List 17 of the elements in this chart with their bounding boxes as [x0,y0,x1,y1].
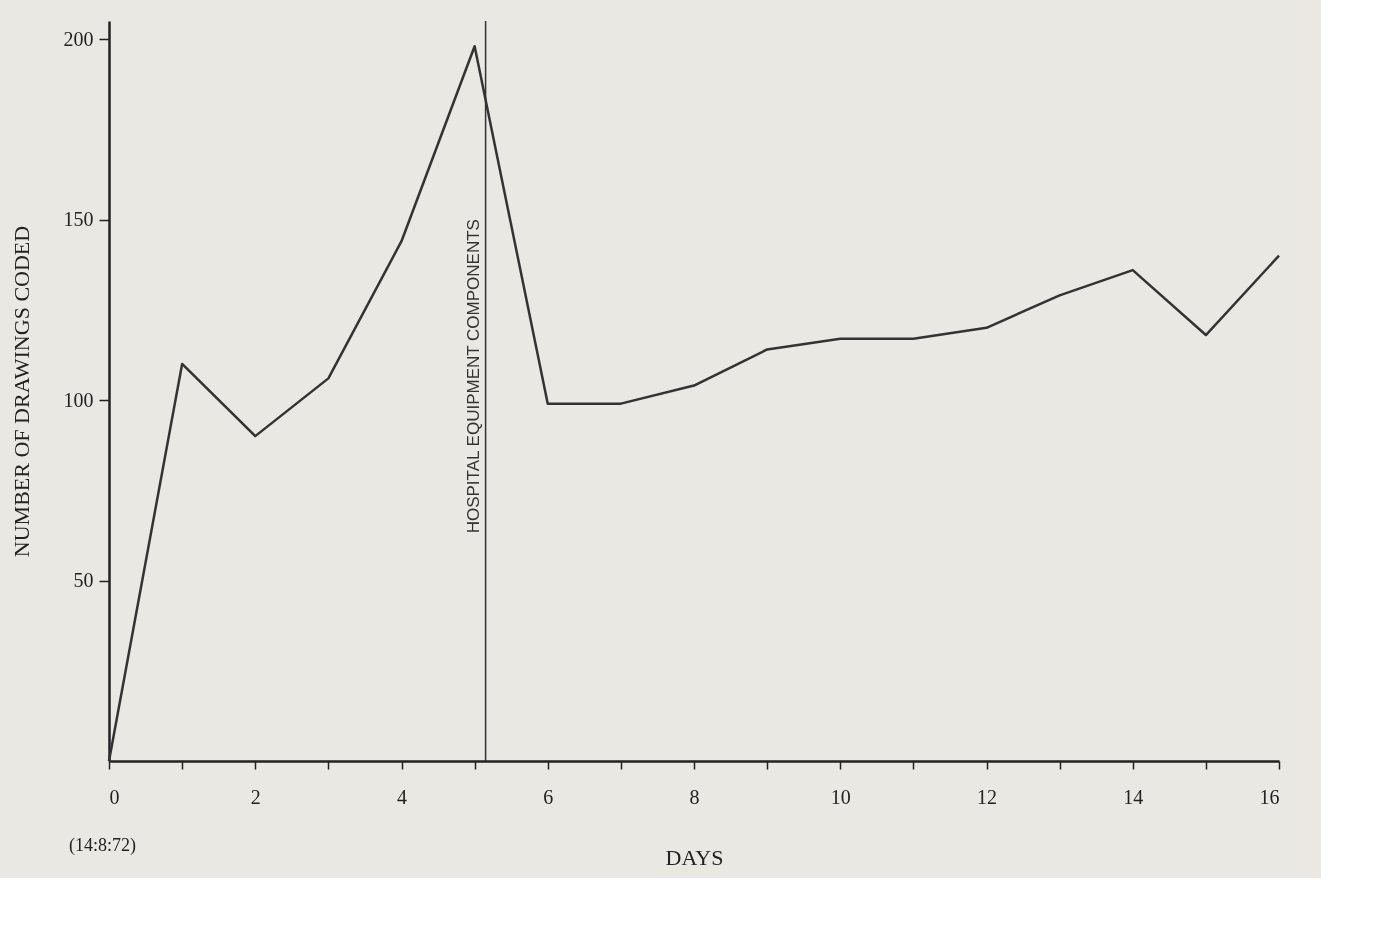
x-tick-label: 6 [543,785,554,808]
y-tick-label: 150 [63,208,94,231]
x-tick-label: 10 [830,785,851,808]
text: (14:8:72) [69,835,136,856]
y-tick-label: 100 [63,388,94,411]
y-axis-title: NUMBER OF DRAWINGS CODED [8,225,34,558]
ref-line-label: HOSPITAL EQUIPMENT COMPONENTS [463,219,483,534]
x-tick-label: 4 [397,785,407,808]
x-tick-label: 8 [689,785,700,808]
x-tick-label: 0 [109,785,120,808]
x-tick-label: 2 [250,785,261,808]
y-tick-label: 200 [63,27,94,50]
x-tick-label: 14 [1123,785,1144,808]
y-tick-label: 50 [73,569,94,592]
x-tick-label: 16 [1259,785,1280,808]
x-tick-label: 12 [977,785,997,808]
x-axis-title: DAYS [665,844,724,870]
